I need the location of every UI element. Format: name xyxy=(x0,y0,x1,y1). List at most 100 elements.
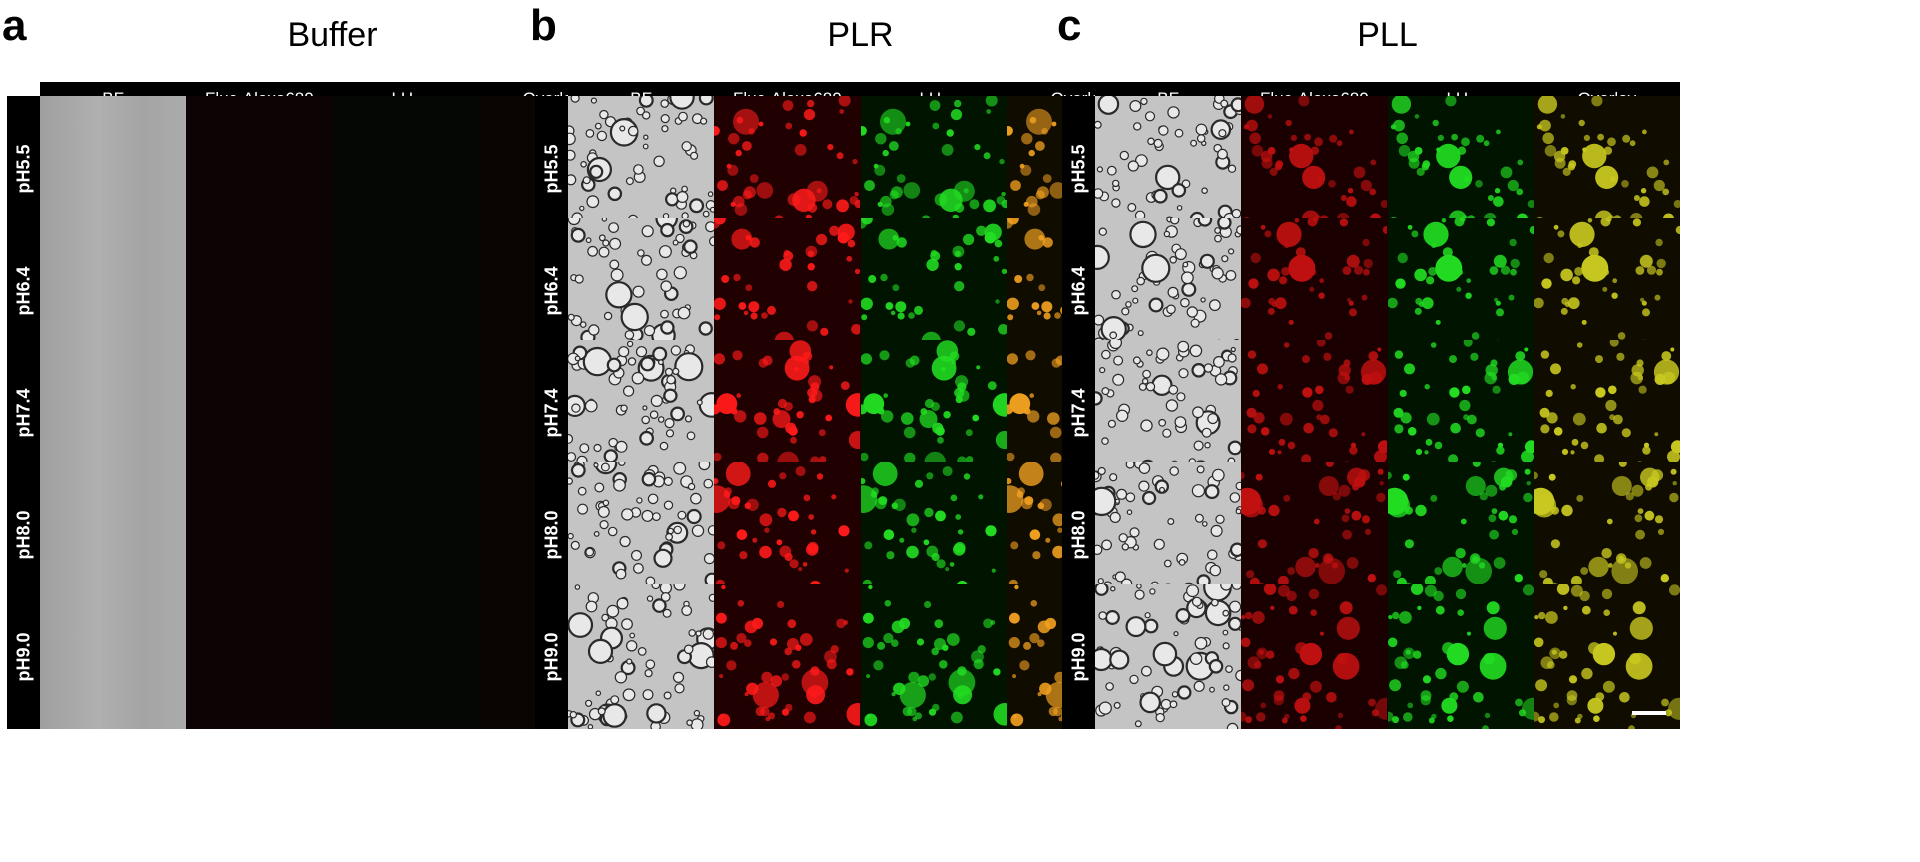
droplet xyxy=(621,508,634,521)
droplet xyxy=(677,306,691,320)
droplet xyxy=(677,510,687,520)
image-cell xyxy=(714,340,861,485)
droplet xyxy=(873,164,885,176)
droplet xyxy=(1236,225,1241,235)
droplet xyxy=(568,612,594,638)
droplet xyxy=(1190,318,1200,328)
droplet xyxy=(914,479,923,488)
droplet xyxy=(1493,254,1507,268)
droplet xyxy=(874,133,886,145)
droplet xyxy=(717,541,726,550)
droplet xyxy=(1275,297,1287,310)
droplet xyxy=(1611,292,1618,299)
image-cell xyxy=(1387,218,1534,363)
droplet xyxy=(593,530,600,537)
droplet xyxy=(1668,492,1679,503)
droplet xyxy=(1554,157,1566,169)
droplet xyxy=(764,527,770,533)
droplet xyxy=(570,462,586,478)
droplet xyxy=(714,452,722,462)
droplet xyxy=(1397,252,1408,264)
droplet xyxy=(1414,307,1422,315)
droplet xyxy=(965,456,973,464)
droplet xyxy=(971,414,979,422)
droplet xyxy=(1028,149,1035,157)
droplet xyxy=(618,346,630,358)
droplet xyxy=(717,180,729,191)
droplet xyxy=(1112,179,1120,188)
droplet xyxy=(1346,557,1359,569)
droplet xyxy=(700,117,708,125)
droplet xyxy=(782,100,794,111)
droplet xyxy=(1208,299,1221,312)
droplet xyxy=(619,125,626,132)
droplet xyxy=(804,109,816,121)
image-row: pH5.5 xyxy=(7,96,625,241)
droplet xyxy=(1301,454,1312,465)
droplet xyxy=(676,190,689,203)
droplet xyxy=(735,149,743,157)
droplet xyxy=(1412,650,1421,659)
droplet xyxy=(1277,450,1282,455)
droplet xyxy=(907,312,915,319)
droplet xyxy=(1287,441,1296,450)
droplet xyxy=(613,478,626,492)
droplet xyxy=(574,355,581,362)
droplet xyxy=(1484,712,1490,719)
droplet xyxy=(597,707,606,716)
droplet xyxy=(1109,649,1130,670)
droplet xyxy=(1572,412,1586,426)
image-row: pH9.0 xyxy=(7,584,625,729)
droplet xyxy=(1583,134,1590,141)
image-cell xyxy=(1241,218,1388,363)
droplet xyxy=(1335,725,1343,729)
droplet xyxy=(1673,200,1680,208)
droplet xyxy=(1363,258,1374,269)
droplet xyxy=(627,357,637,366)
droplet xyxy=(923,507,934,518)
droplet xyxy=(568,433,574,444)
droplet xyxy=(1548,712,1559,722)
droplet xyxy=(779,472,787,480)
droplet xyxy=(1424,384,1430,390)
droplet xyxy=(1134,589,1145,600)
droplet xyxy=(910,527,917,533)
droplet xyxy=(1639,557,1652,569)
droplet xyxy=(1133,122,1142,131)
droplet xyxy=(826,659,838,670)
droplet xyxy=(934,510,946,522)
droplet xyxy=(726,462,751,486)
droplet xyxy=(827,144,834,151)
droplet xyxy=(1644,483,1652,491)
droplet xyxy=(966,327,975,336)
droplet xyxy=(733,273,741,282)
droplet xyxy=(1256,712,1266,722)
droplet xyxy=(1627,725,1635,729)
droplet xyxy=(1186,306,1199,318)
droplet xyxy=(1581,605,1591,615)
droplet xyxy=(1134,720,1142,728)
droplet xyxy=(994,299,1000,304)
droplet xyxy=(630,549,642,561)
droplet xyxy=(1036,639,1045,647)
droplet xyxy=(1549,363,1561,375)
droplet xyxy=(1207,549,1218,561)
droplet xyxy=(931,552,940,562)
droplet xyxy=(1377,347,1382,352)
droplet-field xyxy=(1533,584,1680,729)
droplet xyxy=(1171,691,1179,698)
droplet xyxy=(936,559,946,569)
droplet xyxy=(615,568,627,580)
droplet xyxy=(934,426,945,436)
droplet xyxy=(807,99,815,108)
droplet xyxy=(1465,476,1486,496)
droplet xyxy=(702,210,710,218)
panel-letter: a xyxy=(2,1,27,50)
droplet xyxy=(570,227,586,243)
droplet xyxy=(1269,448,1276,455)
droplet xyxy=(602,703,627,728)
droplet xyxy=(642,143,649,150)
droplet xyxy=(1095,120,1102,129)
image-cell xyxy=(860,340,1007,485)
droplet xyxy=(1514,574,1523,583)
